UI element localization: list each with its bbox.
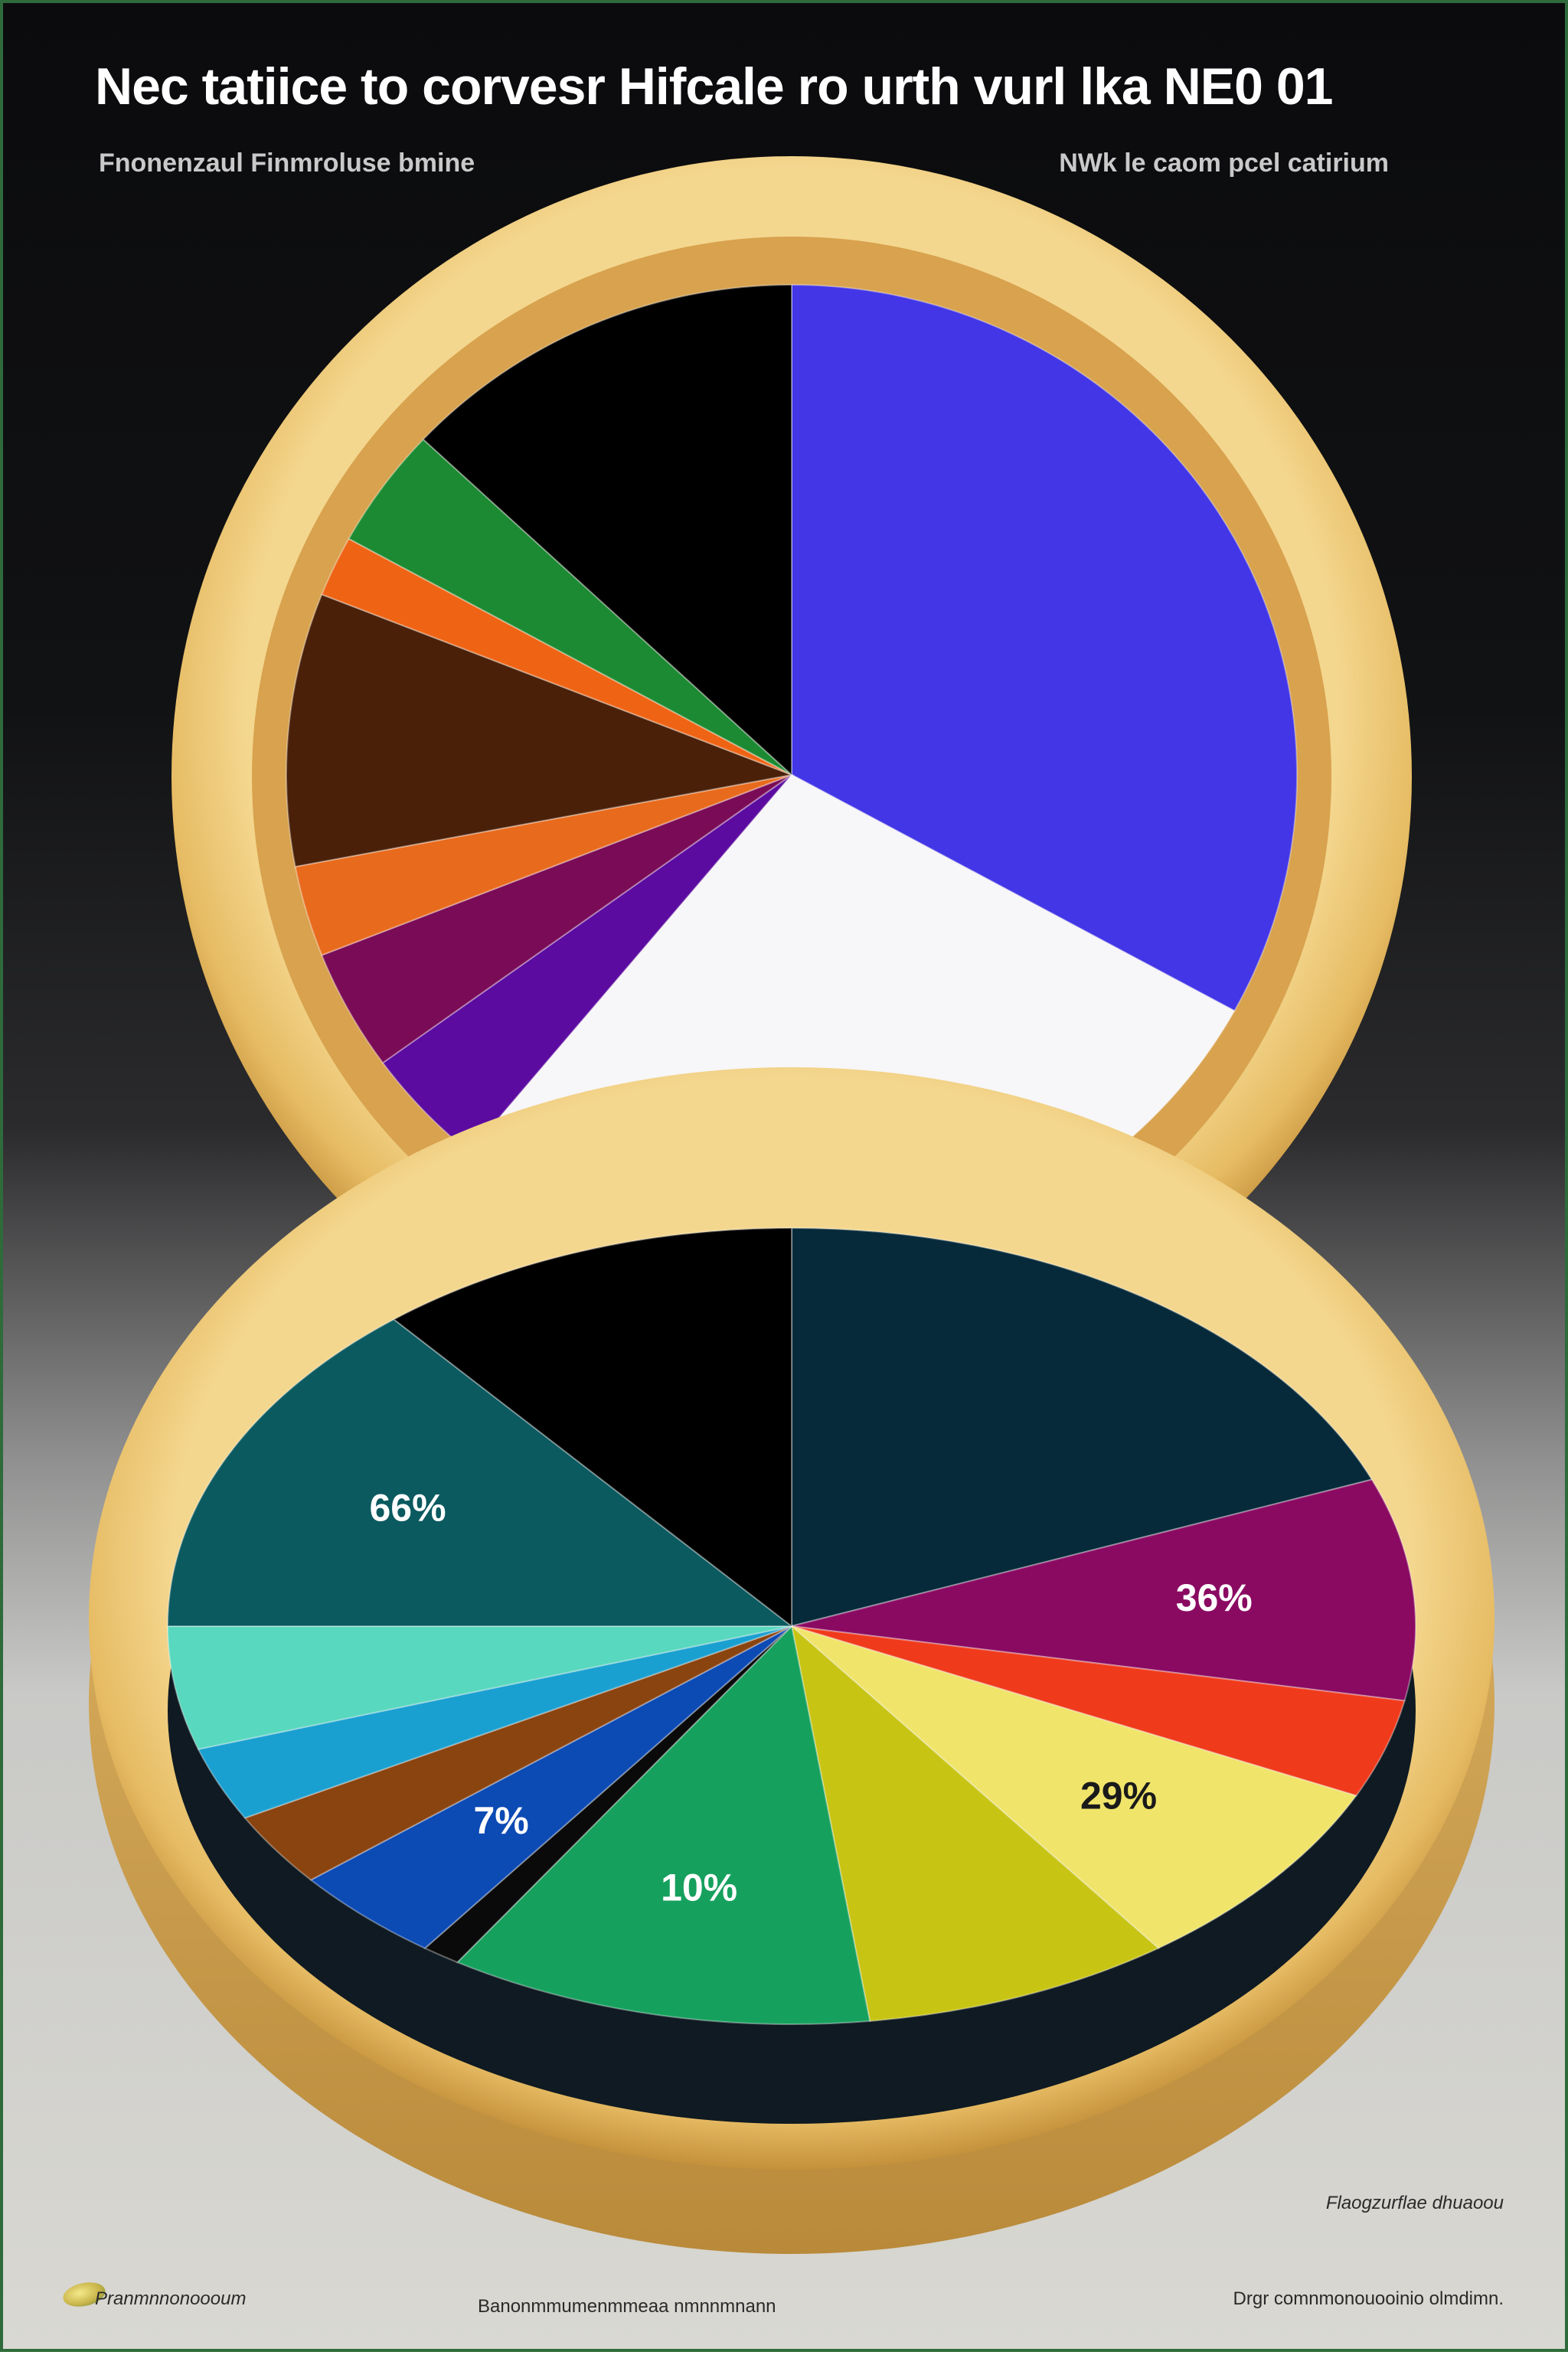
- bottom-pie-slice-0: [791, 1226, 1374, 1628]
- bottom-pie-slice-2: [791, 1625, 1406, 1797]
- subtitle-right: NWk le caom pcel catirium: [1059, 149, 1389, 178]
- top-pie-slice-6: [321, 537, 792, 776]
- bottom-pie-label-1: 36%: [1176, 1576, 1253, 1619]
- bottom-pie-slice-10: [166, 1625, 792, 1750]
- pie-charts: 36% 29% 10% 7% 66%: [89, 156, 1494, 2254]
- top-pie-slice-7: [348, 438, 792, 776]
- bottom-pie-label-3: 29%: [1080, 1775, 1157, 1818]
- footer-right: Drgr comnmonouooinio olmdimn.: [1233, 2288, 1504, 2309]
- bottom-pie-label-5: 10%: [661, 1866, 737, 1909]
- bottom-pie: 36% 29% 10% 7% 66%: [89, 1067, 1494, 2254]
- bottom-pie-slice-4: [790, 1624, 1160, 2022]
- footer-left: Pranmnnonoooum: [95, 2288, 247, 2309]
- top-pie: [172, 156, 1412, 1396]
- bottom-pie-slice-5: [456, 1624, 871, 2025]
- bottom-pie-slice-11: [166, 1318, 794, 1627]
- top-pie-slice-8: [422, 283, 792, 777]
- top-pie-slice-4: [294, 774, 792, 956]
- subtitle-left: Fnonenzaul Finmroluse bmine: [99, 149, 475, 178]
- bottom-pie-slice-6: [423, 1625, 792, 1964]
- bottom-pie-slice-1: [791, 1478, 1416, 1702]
- footer-center: Banonmmumenmmeaa nmnnmnann: [478, 2296, 776, 2317]
- bottom-pie-slice-3: [791, 1625, 1358, 1949]
- bottom-pie-slice-8: [243, 1625, 792, 1881]
- bottom-pie-label-11: 66%: [370, 1487, 446, 1530]
- top-pie-slice-5: [286, 593, 795, 868]
- chart-title: Nec tatiice to corvesr Hifcale ro urth v…: [95, 57, 1333, 116]
- footer-note-top: Flaogzurflae dhuaoou: [1325, 2193, 1504, 2213]
- bottom-pie-slice-7: [309, 1625, 792, 1949]
- bottom-pie-slice-9: [197, 1625, 792, 1819]
- bottom-pie-label-7: 7%: [473, 1799, 528, 1842]
- top-pie-slice-0: [791, 283, 1298, 1012]
- top-pie-slice-3: [321, 774, 792, 1064]
- bottom-pie-slice-12: [392, 1226, 792, 1628]
